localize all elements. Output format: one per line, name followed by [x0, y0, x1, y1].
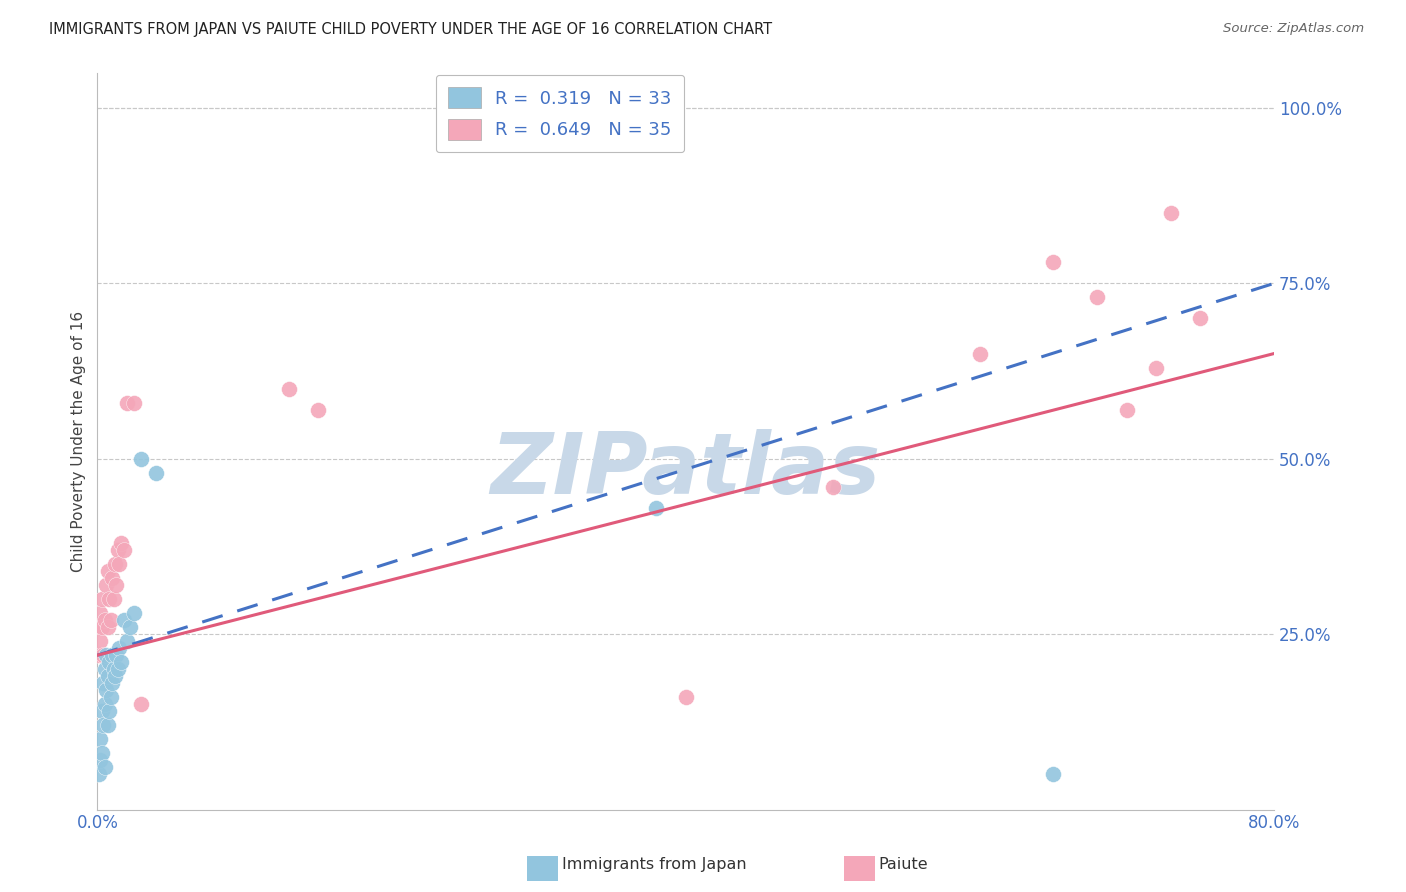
Point: [101, 648, 124, 663]
Point: [89, 606, 111, 620]
Point: [93, 760, 115, 774]
Point: [969, 346, 991, 360]
Point: [93, 613, 115, 627]
Point: [1042, 767, 1064, 781]
Point: [97, 718, 120, 732]
Point: [96, 648, 118, 663]
Point: [108, 641, 131, 656]
Point: [90, 592, 112, 607]
Point: [89, 732, 111, 747]
Point: [122, 395, 145, 409]
Point: [1115, 402, 1137, 417]
Point: [110, 655, 132, 669]
Point: [1087, 290, 1109, 304]
Point: [101, 676, 124, 690]
Point: [87, 648, 110, 663]
Point: [87, 767, 110, 781]
Point: [1189, 311, 1212, 326]
Point: [307, 402, 329, 417]
Point: [131, 451, 153, 466]
Text: Immigrants from Japan: Immigrants from Japan: [562, 857, 747, 872]
Point: [93, 662, 115, 676]
Point: [107, 662, 129, 676]
Point: [100, 690, 122, 705]
Point: [98, 704, 121, 718]
Point: [277, 382, 299, 396]
Point: [96, 578, 118, 592]
Point: [97, 620, 120, 634]
Point: [115, 395, 138, 409]
Point: [112, 543, 135, 558]
Point: [104, 557, 127, 571]
Point: [97, 564, 120, 578]
Point: [104, 669, 127, 683]
Point: [103, 662, 125, 676]
Point: [105, 578, 128, 592]
Point: [98, 655, 121, 669]
Point: [110, 536, 132, 550]
Point: [131, 698, 153, 712]
Point: [90, 620, 112, 634]
Point: [100, 613, 122, 627]
Point: [101, 571, 124, 585]
Point: [107, 543, 129, 558]
Point: [1144, 360, 1167, 375]
Point: [91, 718, 114, 732]
Point: [145, 466, 167, 480]
Point: [89, 754, 111, 768]
Point: [105, 648, 128, 663]
Point: [675, 690, 697, 705]
Point: [112, 613, 135, 627]
Point: [96, 683, 118, 698]
Point: [87, 620, 110, 634]
Point: [115, 634, 138, 648]
Text: IMMIGRANTS FROM JAPAN VS PAIUTE CHILD POVERTY UNDER THE AGE OF 16 CORRELATION CH: IMMIGRANTS FROM JAPAN VS PAIUTE CHILD PO…: [49, 22, 772, 37]
Point: [91, 648, 114, 663]
Point: [91, 676, 114, 690]
Text: Source: ZipAtlas.com: Source: ZipAtlas.com: [1223, 22, 1364, 36]
Point: [93, 698, 115, 712]
Text: ZIPatlas: ZIPatlas: [491, 429, 880, 512]
Point: [821, 480, 844, 494]
Y-axis label: Child Poverty Under the Age of 16: Child Poverty Under the Age of 16: [72, 310, 86, 572]
Point: [118, 620, 141, 634]
Point: [98, 592, 121, 607]
Legend: R =  0.319   N = 33, R =  0.649   N = 35: R = 0.319 N = 33, R = 0.649 N = 35: [436, 75, 685, 153]
Point: [90, 747, 112, 761]
Point: [1160, 206, 1182, 220]
Point: [108, 557, 131, 571]
Point: [89, 634, 111, 648]
Point: [90, 704, 112, 718]
Point: [1042, 255, 1064, 269]
Text: Paiute: Paiute: [879, 857, 928, 872]
Point: [97, 669, 120, 683]
Point: [122, 606, 145, 620]
Point: [103, 592, 125, 607]
Point: [645, 500, 668, 515]
